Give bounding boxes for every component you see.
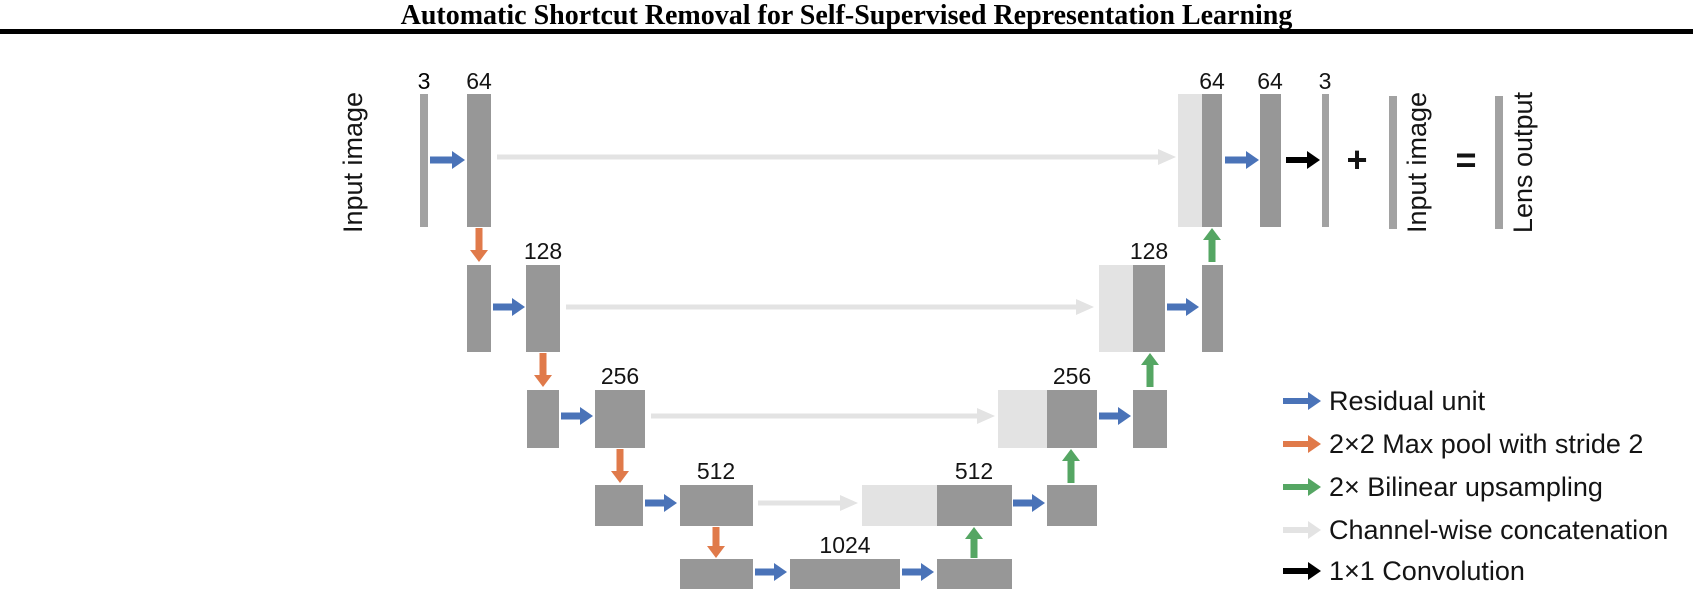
feature-box-bottom-in [680, 559, 753, 589]
maxpool-arrow-icon [470, 228, 488, 262]
channel-label-dec3: 256 [1052, 363, 1092, 389]
channel-label-enc1: 64 [466, 68, 492, 94]
result-input-bar [1389, 96, 1397, 229]
concat-box-dec4 [862, 485, 937, 526]
concat-box-dec1 [1178, 94, 1202, 227]
input-image-label: Input image [338, 91, 369, 233]
equals-operator: = [1455, 139, 1477, 180]
result-input-label: Input image [1402, 91, 1433, 233]
title-rule [0, 29, 1693, 34]
residual-arrow-icon [645, 494, 677, 512]
feature-box-enc2 [526, 265, 560, 352]
conv-arrow-icon [1286, 151, 1320, 169]
concat-box-dec2 [1099, 265, 1133, 352]
channel-label-enc2: 128 [523, 238, 563, 264]
channel-label-dec2: 128 [1129, 238, 1169, 264]
residual-arrow-icon [493, 298, 525, 316]
concat-arrow-icon [497, 149, 1176, 165]
concat-arrow-icon [1283, 521, 1321, 539]
feature-bar-enc1 [467, 94, 491, 227]
legend-label-maxpool: 2×2 Max pool with stride 2 [1329, 429, 1644, 459]
residual-arrow-icon [902, 563, 934, 581]
conv-arrow-icon [1283, 562, 1321, 580]
residual-arrow-icon [1167, 298, 1199, 316]
upsample-arrow-icon [1062, 449, 1080, 483]
channel-label-dec1: 64 [1199, 68, 1225, 94]
feature-box-dec4 [937, 485, 1012, 526]
feature-box-dec4-out [1047, 485, 1097, 526]
lens-output-bar [1495, 96, 1503, 229]
concat-arrow-icon [651, 408, 995, 424]
residual-arrow-icon [1099, 407, 1131, 425]
residual-arrow-icon [1225, 151, 1259, 169]
legend-label-upsample: 2× Bilinear upsampling [1329, 472, 1603, 502]
feature-bar-dec2-out [1202, 265, 1223, 352]
concat-box-dec3 [998, 390, 1047, 448]
feature-bar-dec1 [1202, 94, 1222, 227]
concat-arrow-icon [566, 299, 1094, 315]
plus-operator: + [1346, 139, 1368, 180]
channel-label-enc3: 256 [600, 363, 640, 389]
channel-label-enc4: 512 [696, 458, 736, 484]
channel-label-output: 3 [1318, 68, 1332, 94]
input-image-bar [420, 94, 428, 227]
maxpool-arrow-icon [707, 527, 725, 558]
feature-box-bottleneck [790, 559, 900, 589]
channel-label-head: 64 [1257, 68, 1283, 94]
upsample-arrow-icon [1203, 228, 1221, 262]
feature-bar-enc2-in [467, 265, 491, 352]
feature-box-dec3-out [1133, 390, 1167, 448]
concat-arrow-icon [758, 495, 858, 511]
upsample-arrow-icon [965, 527, 983, 558]
feature-box-dec2 [1133, 265, 1165, 352]
maxpool-arrow-icon [534, 353, 552, 387]
channel-label-enc-input: 3 [417, 68, 431, 94]
feature-box-enc4 [680, 485, 753, 526]
lens-output-label: Lens output [1508, 91, 1539, 233]
upsample-arrow-icon [1283, 478, 1321, 496]
legend-label-conv: 1×1 Convolution [1329, 556, 1525, 586]
residual-arrow-icon [430, 151, 465, 169]
feature-bar-head [1260, 94, 1281, 227]
feature-box-bottom-out [937, 559, 1012, 589]
residual-arrow-icon [1283, 392, 1321, 410]
legend-label-residual: Residual unit [1329, 386, 1486, 416]
residual-arrow-icon [755, 563, 787, 581]
output-bar [1322, 94, 1329, 227]
maxpool-arrow-icon [1283, 435, 1321, 453]
legend-label-concat: Channel-wise concatenation [1329, 515, 1669, 545]
upsample-arrow-icon [1141, 353, 1159, 387]
paper-title: Automatic Shortcut Removal for Self-Supe… [400, 0, 1293, 31]
maxpool-arrow-icon [611, 449, 629, 483]
residual-arrow-icon [1013, 494, 1045, 512]
feature-box-dec3 [1047, 390, 1097, 448]
feature-box-enc3-in [527, 390, 559, 448]
channel-label-bottleneck: 1024 [819, 532, 871, 558]
channel-label-dec4: 512 [954, 458, 994, 484]
feature-box-enc3 [595, 390, 645, 448]
residual-arrow-icon [561, 407, 593, 425]
feature-box-enc4-in [595, 485, 643, 526]
